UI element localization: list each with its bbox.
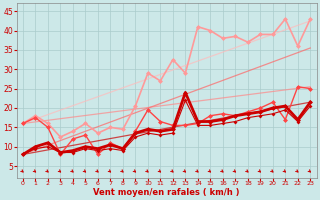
X-axis label: Vent moyen/en rafales ( km/h ): Vent moyen/en rafales ( km/h ): [93, 188, 240, 197]
